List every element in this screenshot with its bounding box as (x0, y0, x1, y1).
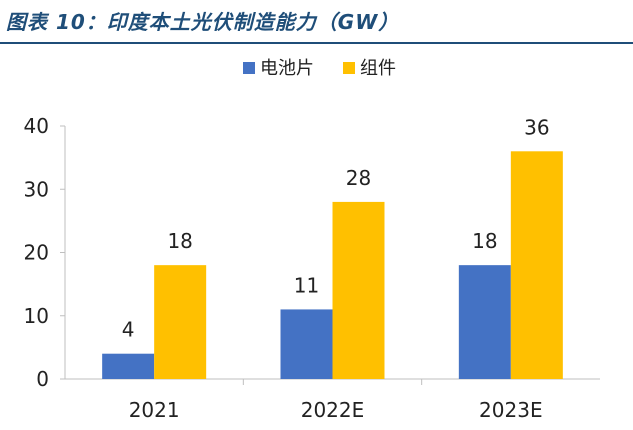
data-label: 18 (167, 229, 192, 253)
bar-module (154, 265, 207, 379)
bar-module (332, 201, 385, 379)
y-tick-label: 20 (24, 241, 49, 265)
y-tick-label: 30 (24, 177, 49, 201)
legend-label: 组件 (360, 58, 396, 79)
data-label: 4 (122, 318, 135, 342)
x-tick-label: 2021 (129, 398, 180, 422)
chart-title: 图表 10：印度本土光伏制造能力（GW） (6, 10, 400, 34)
y-tick-label: 0 (36, 367, 49, 391)
y-tick-label: 40 (24, 114, 49, 138)
bar-cell (280, 309, 333, 379)
bar-module (510, 151, 563, 379)
data-label: 28 (346, 166, 371, 190)
data-label: 11 (294, 273, 319, 297)
bar-cell (458, 265, 511, 379)
legend-label: 电池片 (260, 58, 314, 79)
x-tick-label: 2023E (479, 398, 543, 422)
title-divider (0, 42, 633, 44)
legend-swatch (343, 62, 355, 74)
title-bar: 图表 10：印度本土光伏制造能力（GW） (0, 0, 633, 44)
data-label: 36 (524, 115, 549, 139)
y-tick-label: 10 (24, 304, 49, 328)
bar-cell (102, 353, 155, 379)
legend-swatch (243, 62, 255, 74)
data-label: 18 (472, 229, 497, 253)
bar-chart: 0 10 20 30 40 2021 4 18 2022E 11 28 2023E 18 36 电池片 组件 (24, 58, 600, 422)
x-tick-label: 2022E (301, 398, 365, 422)
